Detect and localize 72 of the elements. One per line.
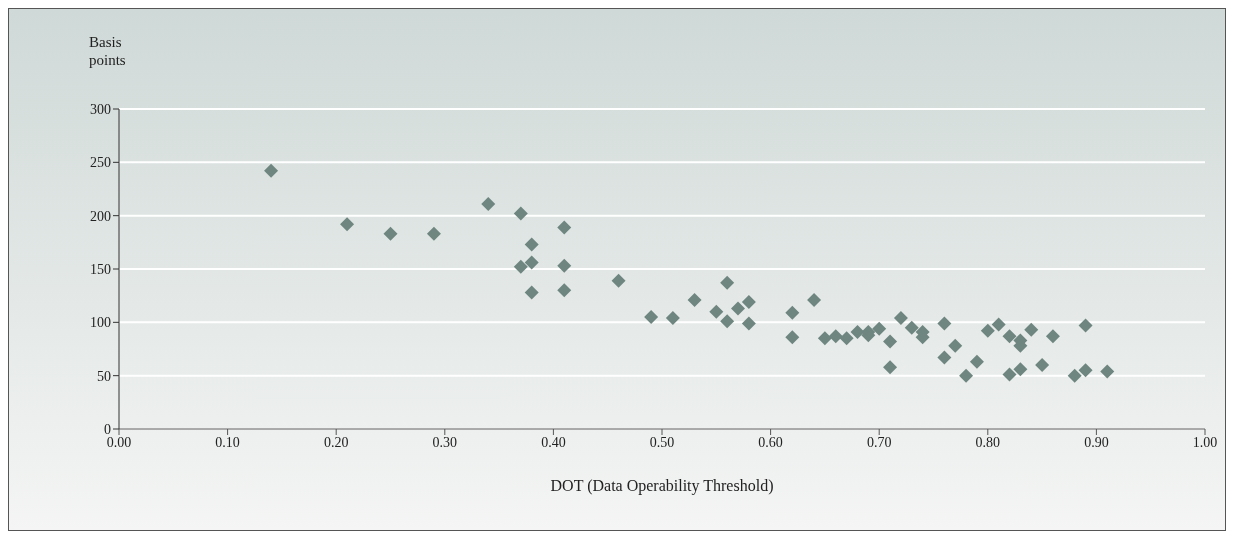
x-tick-label: 0.00 [106,434,132,450]
point [644,310,659,324]
point [828,329,843,344]
point [709,304,724,319]
point [687,292,702,307]
point [665,311,680,326]
point [948,338,963,353]
point [817,331,832,346]
point [1078,363,1093,378]
point [883,334,898,349]
y-tick-label: 100 [90,315,111,331]
point [1024,322,1039,337]
y-axis-title: Basis points [89,33,127,69]
y-tick-label: 250 [90,155,111,171]
point [524,255,539,270]
point [785,305,800,320]
y-tick-label: 0 [104,421,111,437]
y-tick-label: 150 [90,261,111,277]
x-tick-label: 0.30 [432,434,458,450]
point [959,368,974,383]
x-tick-label: 1.00 [1192,434,1218,450]
y-tick-label: 50 [97,368,111,384]
point [1045,329,1060,344]
x-tick-label: 0.10 [215,434,240,450]
point [720,314,735,329]
point [481,196,496,211]
point [513,259,528,274]
point [1100,364,1115,379]
point [991,317,1006,332]
point [557,258,572,273]
point [557,220,572,235]
x-tick-label: 0.90 [1084,434,1109,450]
x-tick-label: 0.50 [649,434,675,450]
point [839,331,854,346]
point [883,360,898,375]
point [1013,362,1028,377]
y-tick-label: 200 [90,208,111,224]
point [264,163,279,178]
x-tick-label: 0.60 [758,434,783,450]
point [1002,367,1017,382]
y-tick-label: 300 [90,101,111,117]
point [1035,358,1050,372]
point [741,295,756,310]
point [1002,329,1017,344]
point [807,292,822,307]
point [937,350,952,365]
point [937,316,952,331]
x-tick-label: 0.40 [541,434,566,450]
point [980,323,995,338]
x-tick-label: 0.20 [323,434,349,450]
x-axis-title: DOT (Data Operability Threshold) [549,477,775,495]
point [904,320,919,335]
point [524,237,539,252]
point [1078,318,1093,333]
point [524,285,539,300]
point [383,226,398,241]
point [969,354,984,369]
point [1067,368,1082,383]
point [426,226,441,241]
x-tick-label: 0.80 [975,434,1001,450]
x-tick-label: 0.70 [866,434,892,450]
point [893,311,908,326]
point [513,206,528,221]
point [785,330,800,345]
point [741,316,756,331]
point [340,217,355,232]
point [731,301,746,316]
point [611,273,626,288]
point [720,275,735,290]
point [557,283,572,298]
point [872,321,887,336]
point [850,324,865,339]
